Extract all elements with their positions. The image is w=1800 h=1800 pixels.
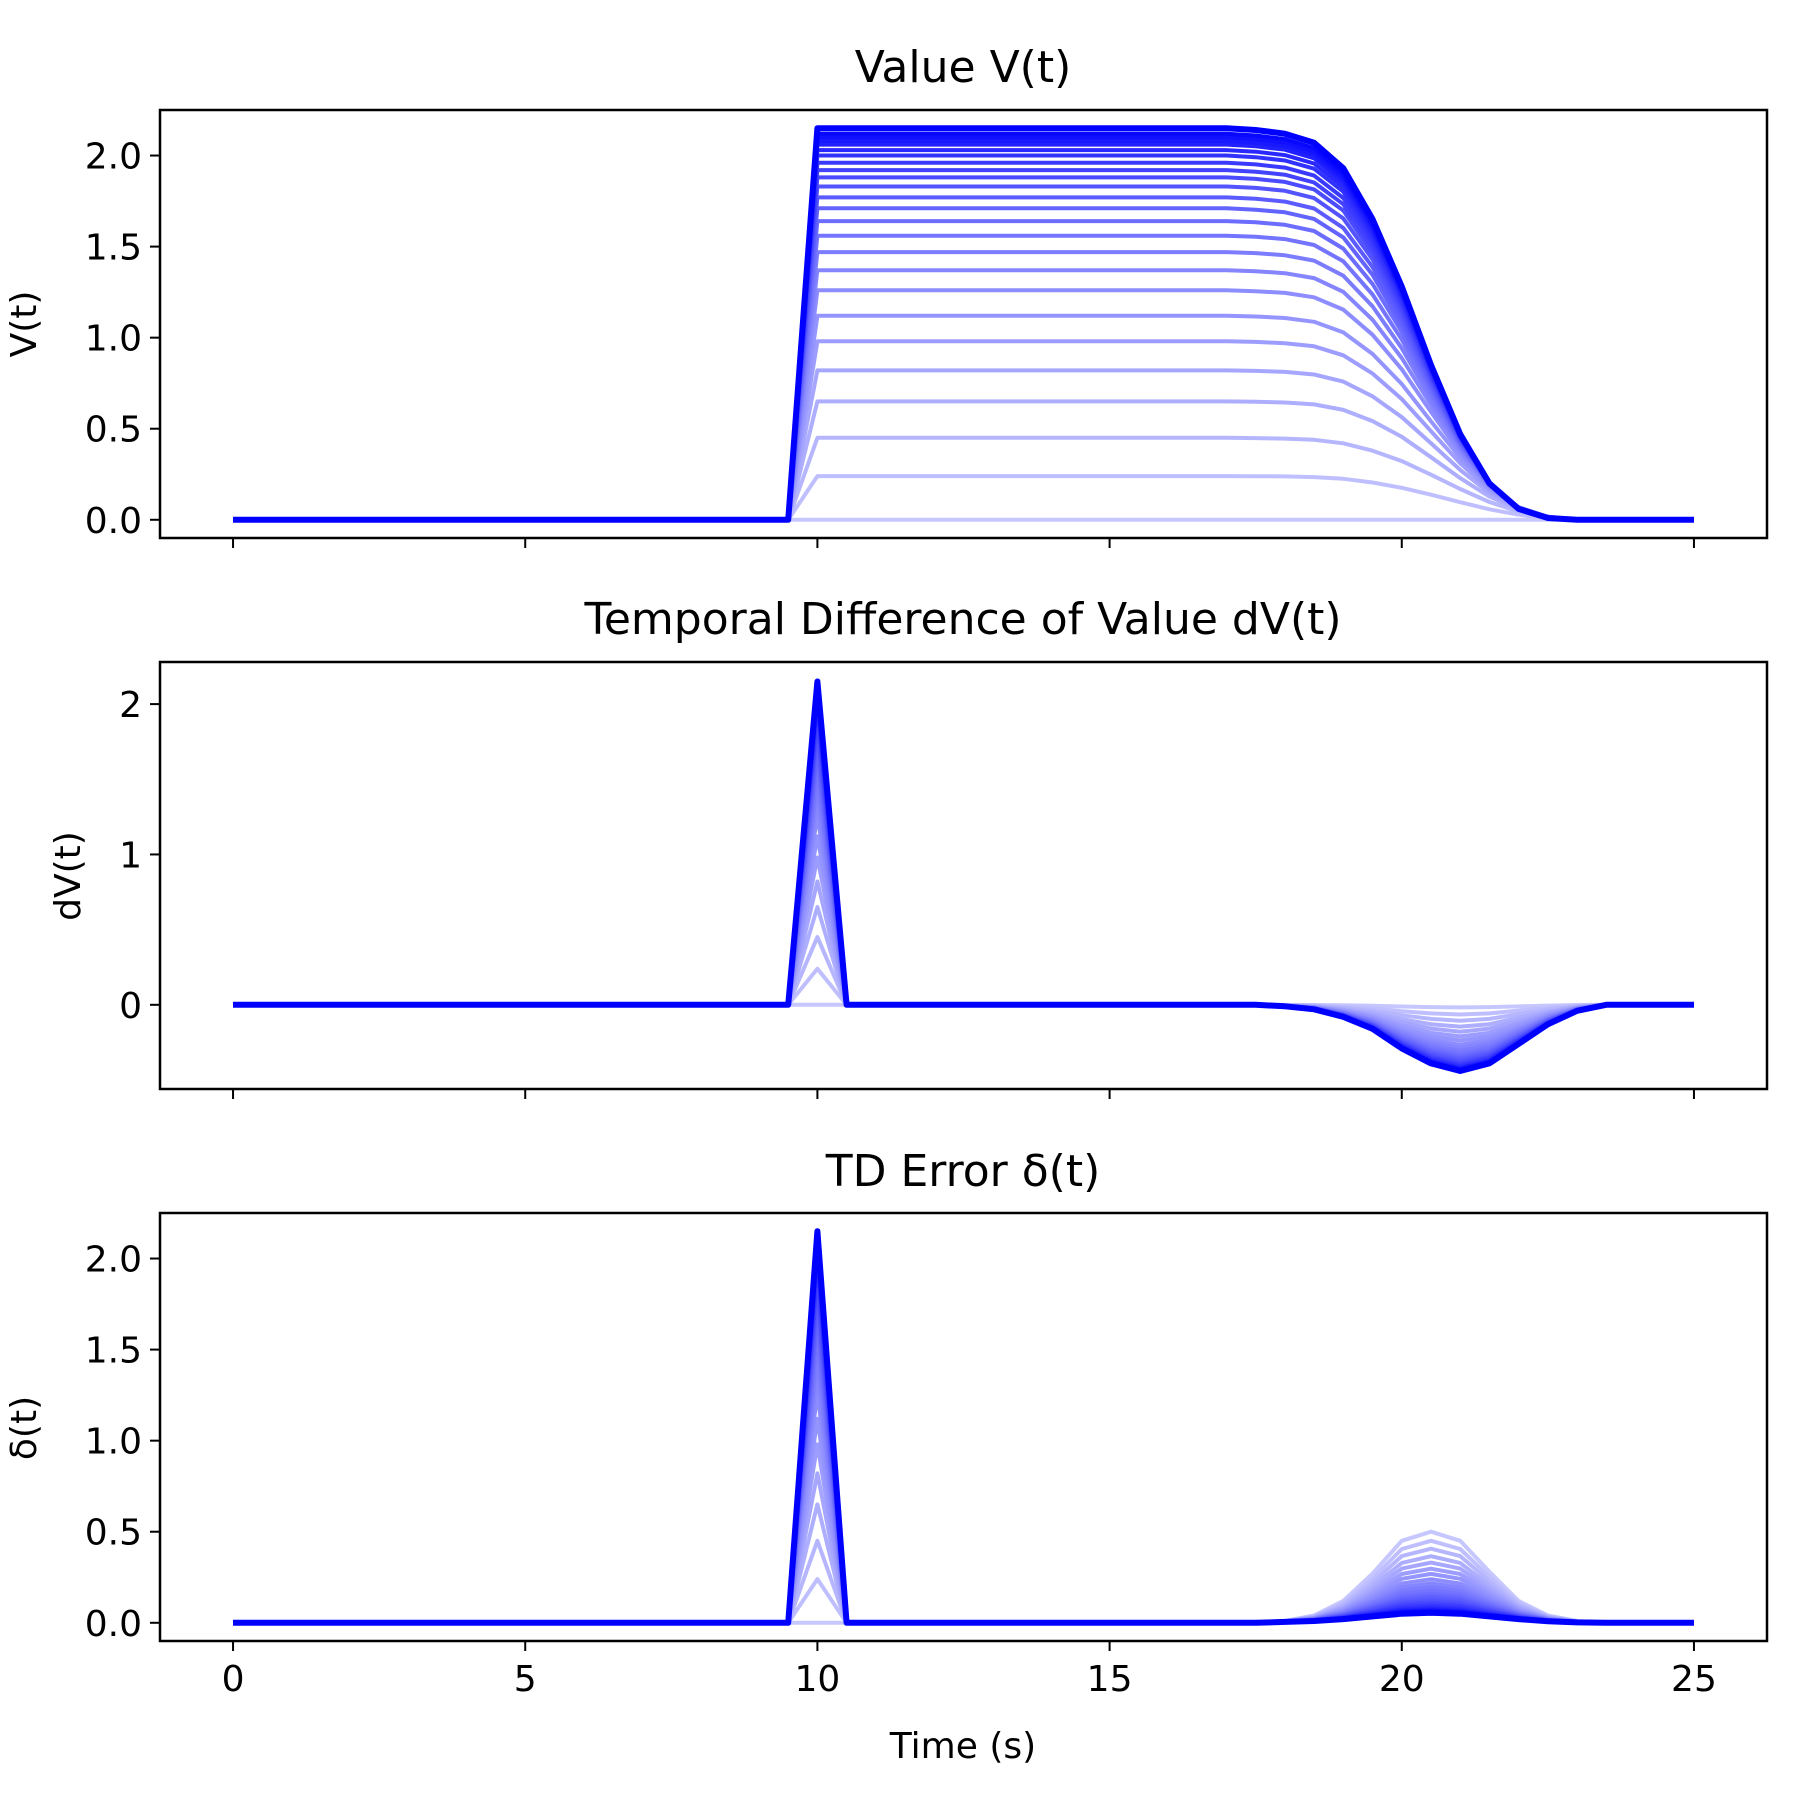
x-tick-label: 5 xyxy=(514,1659,537,1700)
series-group xyxy=(233,1228,1694,1626)
series-line xyxy=(233,1228,1694,1626)
y-tick-label: 2 xyxy=(119,685,142,726)
y-tick-label: 1.0 xyxy=(85,319,142,360)
series-line xyxy=(233,678,1694,1074)
x-tick-label: 15 xyxy=(1087,1659,1133,1700)
x-tick-label: 25 xyxy=(1671,1659,1717,1700)
x-tick-label: 20 xyxy=(1379,1659,1425,1700)
y-tick-label: 0 xyxy=(119,986,142,1027)
ytick-group: 0.0 0.5 1.0 1.5 2.0 xyxy=(85,137,160,542)
series-group xyxy=(233,125,1694,523)
plot-frame xyxy=(158,1211,1769,1643)
y-axis-label: δ(t) xyxy=(4,1396,45,1460)
y-axis-label: dV(t) xyxy=(48,831,89,921)
y-tick-label: 2.0 xyxy=(85,1240,142,1281)
ytick-group: 0 1 2 xyxy=(119,685,160,1027)
x-tick-label: 0 xyxy=(222,1659,245,1700)
y-tick-label: 0.0 xyxy=(85,1604,142,1645)
panel-td-error: 0 5 10 15 20 25 0.0 0.5 1.0 1.5 2.0 TD Error δ(t)… xyxy=(4,1146,1769,1767)
y-tick-label: 1.5 xyxy=(85,1331,142,1372)
y-tick-label: 0.5 xyxy=(85,410,142,451)
series-group xyxy=(233,678,1694,1074)
chart-title: Temporal Difference of Value dV(t) xyxy=(583,594,1341,645)
panel-temporal-difference: 0 1 2 Temporal Difference of Value dV(t) d… xyxy=(48,594,1769,1099)
y-tick-label: 0.0 xyxy=(85,501,142,542)
x-axis-label: Time (s) xyxy=(889,1726,1036,1767)
panel-value: 0.0 0.5 1.0 1.5 2.0 Value V(t) V(t) xyxy=(4,42,1769,548)
xtick-group: 0 5 10 15 20 25 xyxy=(222,1641,1717,1700)
y-tick-label: 1.5 xyxy=(85,228,142,269)
y-tick-label: 0.5 xyxy=(85,1513,142,1554)
x-tick-label: 10 xyxy=(795,1659,841,1700)
chart-title: Value V(t) xyxy=(855,42,1072,93)
xtick-group xyxy=(232,538,1695,548)
y-tick-label: 2.0 xyxy=(85,137,142,178)
y-axis-label: V(t) xyxy=(4,291,45,358)
y-tick-label: 1.0 xyxy=(85,1422,142,1463)
series-line xyxy=(233,125,1694,523)
plot-frame xyxy=(158,108,1769,540)
xtick-group xyxy=(232,1089,1695,1099)
ytick-group: 0.0 0.5 1.0 1.5 2.0 xyxy=(85,1240,160,1645)
chart-title: TD Error δ(t) xyxy=(825,1146,1100,1197)
y-tick-label: 1 xyxy=(119,835,142,876)
